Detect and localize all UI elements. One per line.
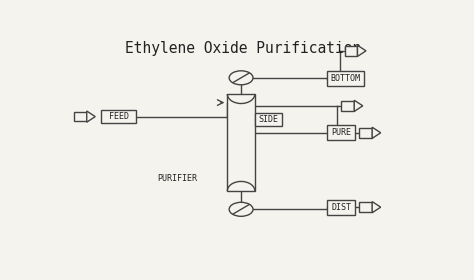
- Circle shape: [229, 71, 253, 85]
- Polygon shape: [372, 127, 381, 138]
- Bar: [328, 200, 355, 215]
- Bar: [101, 110, 137, 123]
- Bar: [341, 101, 354, 111]
- Text: SIDE: SIDE: [259, 115, 279, 124]
- Bar: [328, 125, 355, 140]
- Text: PURIFIER: PURIFIER: [157, 174, 197, 183]
- Polygon shape: [354, 100, 363, 111]
- Text: FEED: FEED: [109, 112, 129, 121]
- Text: PURE: PURE: [331, 128, 351, 137]
- Bar: [359, 202, 372, 212]
- Bar: [345, 46, 357, 56]
- Bar: [359, 128, 372, 138]
- Text: BOTTOM: BOTTOM: [331, 74, 361, 83]
- Text: DIST: DIST: [331, 203, 351, 212]
- Bar: [255, 113, 283, 126]
- Bar: [328, 71, 364, 87]
- Circle shape: [229, 202, 253, 216]
- Bar: [74, 112, 87, 122]
- Polygon shape: [357, 45, 366, 57]
- Bar: [228, 94, 255, 191]
- Polygon shape: [87, 111, 95, 122]
- Text: Ethylene Oxide Purification: Ethylene Oxide Purification: [125, 41, 361, 56]
- Polygon shape: [372, 202, 381, 213]
